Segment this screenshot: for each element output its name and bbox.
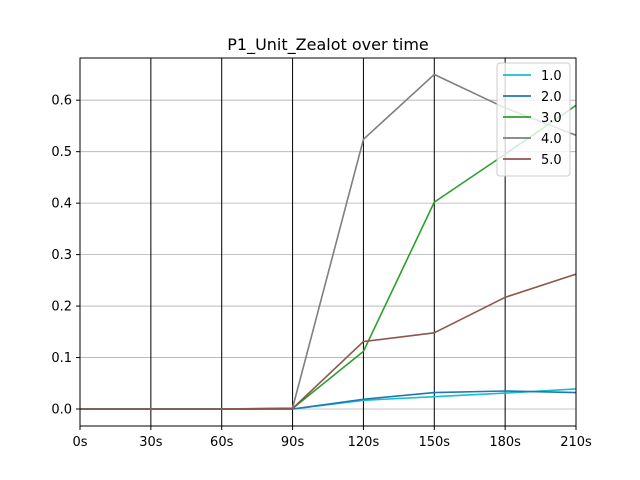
x-tick-label: 60s bbox=[210, 435, 234, 450]
series-lines bbox=[80, 73, 577, 410]
legend-box bbox=[496, 62, 571, 177]
x-tick-label: 120s bbox=[348, 435, 380, 450]
y-tick-label: 0.1 bbox=[51, 351, 72, 366]
x-tick-label: 30s bbox=[139, 435, 163, 450]
y-tick-label: 0.6 bbox=[51, 94, 72, 109]
series-line-1.0 bbox=[80, 388, 577, 410]
y-tick-label: 0.4 bbox=[51, 197, 72, 212]
legend-label: 1.0 bbox=[541, 69, 562, 84]
legend-label: 3.0 bbox=[541, 111, 562, 126]
x-tick-label: 150s bbox=[418, 435, 450, 450]
x-tick-label: 180s bbox=[489, 435, 521, 450]
y-tick-label: 0.0 bbox=[51, 403, 72, 418]
series-line-5.0 bbox=[80, 273, 577, 410]
x-tick-label: 90s bbox=[281, 435, 305, 450]
x-tick-label: 210s bbox=[560, 435, 592, 450]
legend: 1.0 2.0 3.0 4.0 5.0 bbox=[496, 62, 571, 177]
y-tick-label: 0.5 bbox=[51, 145, 72, 160]
y-tick-label: 0.2 bbox=[51, 300, 72, 315]
grid bbox=[79, 58, 577, 426]
chart-title: P1_Unit_Zealot over time bbox=[227, 35, 429, 55]
x-tick-label: 0s bbox=[72, 435, 87, 450]
axes: 0.0 0.1 0.2 0.3 0.4 0.5 0.6 0s 30s 60s 90s 120s 150s… bbox=[51, 94, 592, 450]
legend-label: 2.0 bbox=[541, 90, 562, 105]
legend-label: 4.0 bbox=[541, 132, 562, 147]
plot-frame bbox=[79, 57, 577, 427]
legend-label: 5.0 bbox=[541, 153, 562, 168]
y-tick-label: 0.3 bbox=[51, 248, 72, 263]
